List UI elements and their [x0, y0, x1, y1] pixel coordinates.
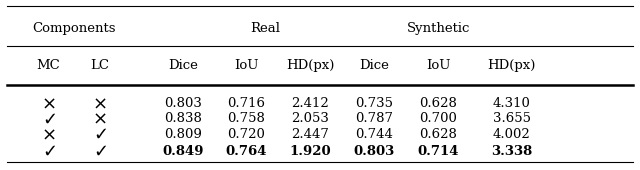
Text: 0.803: 0.803	[354, 144, 395, 158]
Text: $\times$: $\times$	[41, 94, 56, 112]
Text: 0.849: 0.849	[162, 144, 204, 158]
Text: 0.838: 0.838	[164, 112, 202, 125]
Text: Components: Components	[33, 22, 116, 35]
Text: $\times$: $\times$	[92, 110, 107, 128]
Text: 4.310: 4.310	[493, 97, 531, 110]
Text: 0.803: 0.803	[164, 97, 202, 110]
Text: 2.053: 2.053	[291, 112, 330, 125]
Text: 0.735: 0.735	[355, 97, 394, 110]
Text: IoU: IoU	[234, 59, 259, 72]
Text: Dice: Dice	[168, 59, 198, 72]
Text: Dice: Dice	[359, 59, 389, 72]
Text: 0.744: 0.744	[355, 128, 393, 141]
Text: $\checkmark$: $\checkmark$	[42, 142, 56, 160]
Text: $\checkmark$: $\checkmark$	[42, 110, 56, 128]
Text: 0.628: 0.628	[419, 97, 457, 110]
Text: MC: MC	[36, 59, 60, 72]
Text: 0.716: 0.716	[228, 97, 266, 110]
Text: 4.002: 4.002	[493, 128, 531, 141]
Text: 0.714: 0.714	[417, 144, 459, 158]
Text: 0.787: 0.787	[355, 112, 394, 125]
Text: $\times$: $\times$	[41, 125, 56, 143]
Text: 0.809: 0.809	[164, 128, 202, 141]
Text: 0.700: 0.700	[419, 112, 457, 125]
Text: 2.447: 2.447	[291, 128, 330, 141]
Text: Synthetic: Synthetic	[406, 22, 470, 35]
Text: 1.920: 1.920	[290, 144, 332, 158]
Text: 0.758: 0.758	[228, 112, 266, 125]
Text: 3.655: 3.655	[493, 112, 531, 125]
Text: IoU: IoU	[426, 59, 451, 72]
Text: $\checkmark$: $\checkmark$	[93, 125, 107, 143]
Text: HD(px): HD(px)	[488, 59, 536, 72]
Text: $\checkmark$: $\checkmark$	[93, 142, 107, 160]
Text: Real: Real	[251, 22, 281, 35]
Text: 0.628: 0.628	[419, 128, 457, 141]
Text: HD(px): HD(px)	[286, 59, 335, 72]
Text: 3.338: 3.338	[491, 144, 532, 158]
Text: 0.764: 0.764	[226, 144, 268, 158]
Text: 2.412: 2.412	[292, 97, 330, 110]
Text: 0.720: 0.720	[228, 128, 266, 141]
Text: $\times$: $\times$	[92, 94, 107, 112]
Text: LC: LC	[90, 59, 109, 72]
